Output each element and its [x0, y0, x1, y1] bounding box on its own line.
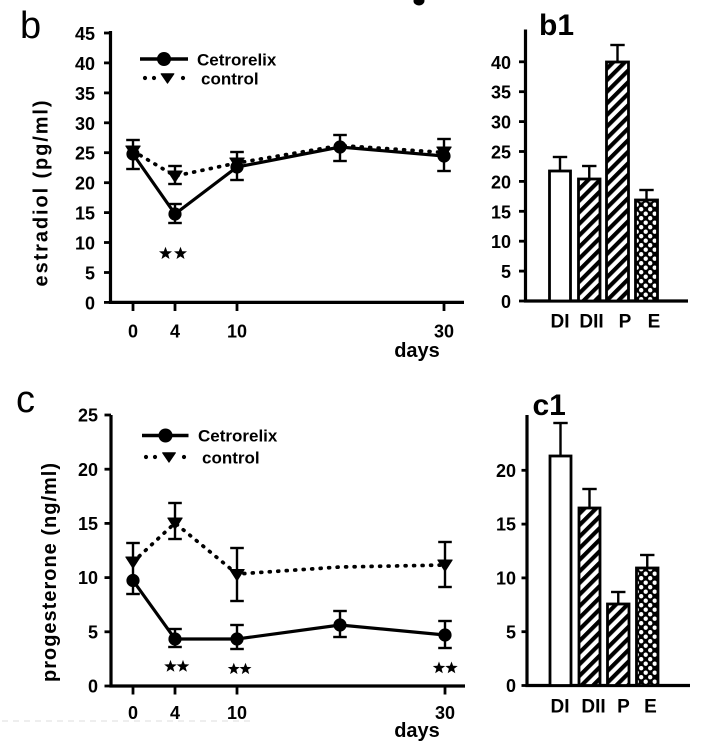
svg-text:5: 5 [88, 622, 98, 642]
svg-text:5: 5 [506, 622, 516, 642]
svg-text:30: 30 [434, 322, 454, 342]
svg-text:progesterone (ng/ml): progesterone (ng/ml) [39, 462, 61, 682]
svg-text:15: 15 [78, 514, 98, 534]
svg-text:control: control [201, 70, 259, 89]
svg-text:0: 0 [85, 293, 95, 313]
svg-text:10: 10 [496, 569, 516, 589]
svg-text:days: days [394, 340, 440, 362]
svg-text:0: 0 [88, 677, 98, 697]
svg-text:20: 20 [78, 460, 98, 480]
svg-text:c: c [16, 379, 35, 421]
svg-text:4: 4 [170, 322, 180, 342]
svg-text:40: 40 [75, 54, 95, 74]
svg-text:Cetrorelix: Cetrorelix [197, 51, 277, 70]
svg-text:20: 20 [75, 174, 95, 194]
svg-text:30: 30 [435, 703, 455, 723]
svg-text:E: E [644, 697, 657, 718]
svg-text:30: 30 [491, 113, 511, 133]
svg-text:0: 0 [128, 703, 138, 723]
svg-text:35: 35 [75, 84, 95, 104]
svg-text:Cetrorelix: Cetrorelix [198, 427, 278, 446]
svg-text:estradiol (pg/ml): estradiol (pg/ml) [31, 99, 53, 287]
svg-text:4: 4 [170, 703, 180, 723]
svg-text:0: 0 [501, 292, 511, 312]
svg-text:DII: DII [581, 697, 605, 718]
svg-text:c1: c1 [533, 389, 566, 422]
svg-text:10: 10 [227, 322, 247, 342]
svg-text:10: 10 [75, 234, 95, 254]
svg-text:days: days [394, 720, 440, 742]
svg-text:15: 15 [75, 204, 95, 224]
svg-text:25: 25 [491, 143, 511, 163]
svg-text:10: 10 [491, 232, 511, 252]
svg-text:30: 30 [75, 114, 95, 134]
svg-text:15: 15 [491, 202, 511, 222]
svg-text:25: 25 [75, 144, 95, 164]
svg-text:35: 35 [491, 83, 511, 103]
svg-text:20: 20 [491, 172, 511, 192]
svg-text:25: 25 [78, 406, 98, 426]
svg-text:5: 5 [501, 262, 511, 282]
svg-text:0: 0 [506, 676, 516, 696]
svg-text:45: 45 [75, 24, 95, 44]
svg-text:0: 0 [128, 322, 138, 342]
svg-text:15: 15 [496, 515, 516, 535]
svg-text:DI: DI [551, 312, 570, 333]
svg-text:DI: DI [551, 697, 570, 718]
svg-text:20: 20 [496, 461, 516, 481]
svg-text:DII: DII [579, 312, 603, 333]
svg-text:b: b [20, 5, 41, 47]
svg-text:10: 10 [227, 703, 247, 723]
svg-text:P: P [617, 697, 630, 718]
svg-text:10: 10 [78, 568, 98, 588]
svg-text:b1: b1 [539, 9, 574, 42]
svg-text:5: 5 [85, 263, 95, 283]
svg-text:E: E [648, 312, 661, 333]
svg-text:control: control [202, 449, 260, 468]
svg-text:P: P [619, 312, 632, 333]
svg-text:40: 40 [491, 53, 511, 73]
